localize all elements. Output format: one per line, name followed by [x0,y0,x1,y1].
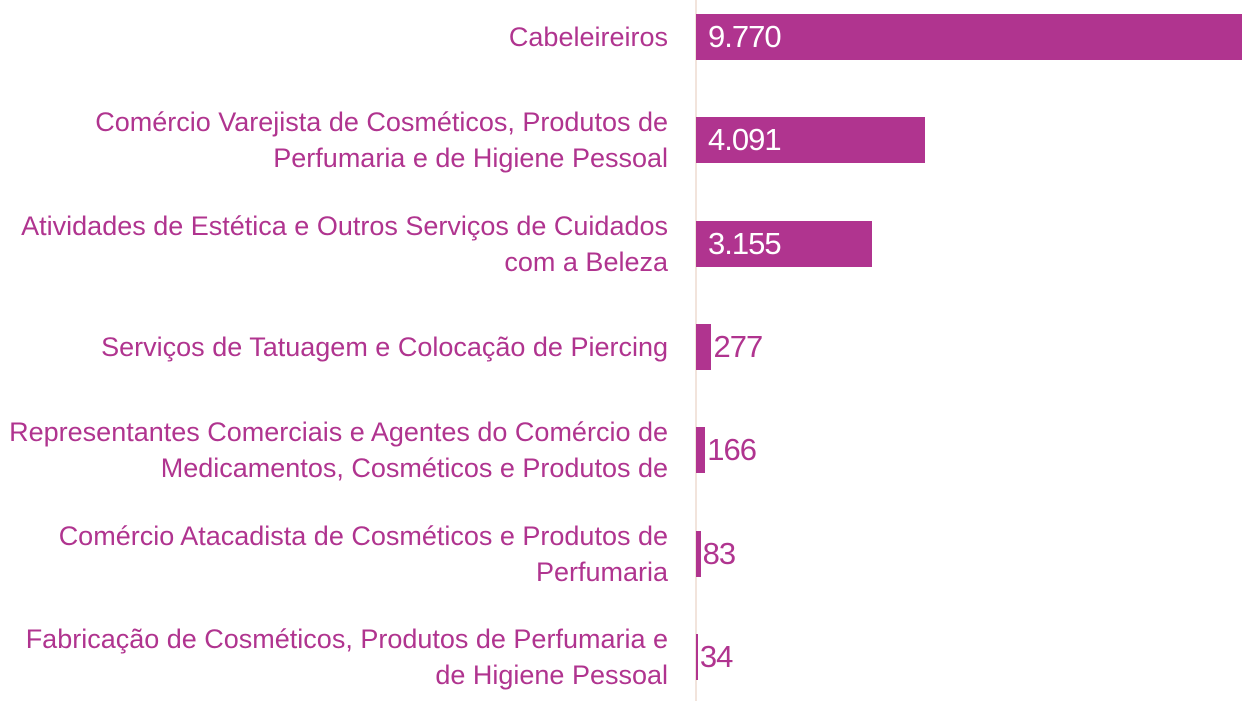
category-label: Serviços de Tatuagem e Colocação de Pier… [101,331,668,362]
value-label: 34 [699,638,733,674]
bar [696,633,698,680]
bar [696,220,873,267]
category-label: Atividades de Estética e Outros Serviços… [21,210,668,277]
category-label: Cabeleireiros [508,22,668,52]
bar [696,14,1242,60]
category-label: Fabricação de Cosméticos, Produtos de Pe… [25,623,668,690]
bar [696,530,701,577]
value-label: 9.770 [708,19,782,54]
value-label: 166 [707,432,757,468]
category-label: Comércio Varejista de Cosméticos, Produt… [95,107,668,174]
value-label: 83 [702,535,736,571]
value-label: 3.155 [708,225,782,261]
bar [696,427,706,474]
category-label: Comércio Atacadista de Cosméticos e Prod… [58,520,668,587]
category-label: Representantes Comerciais e Agentes do C… [9,417,668,484]
bar [696,323,712,370]
bar [696,117,925,164]
value-label: 277 [713,328,763,364]
value-label: 4.091 [708,122,782,158]
